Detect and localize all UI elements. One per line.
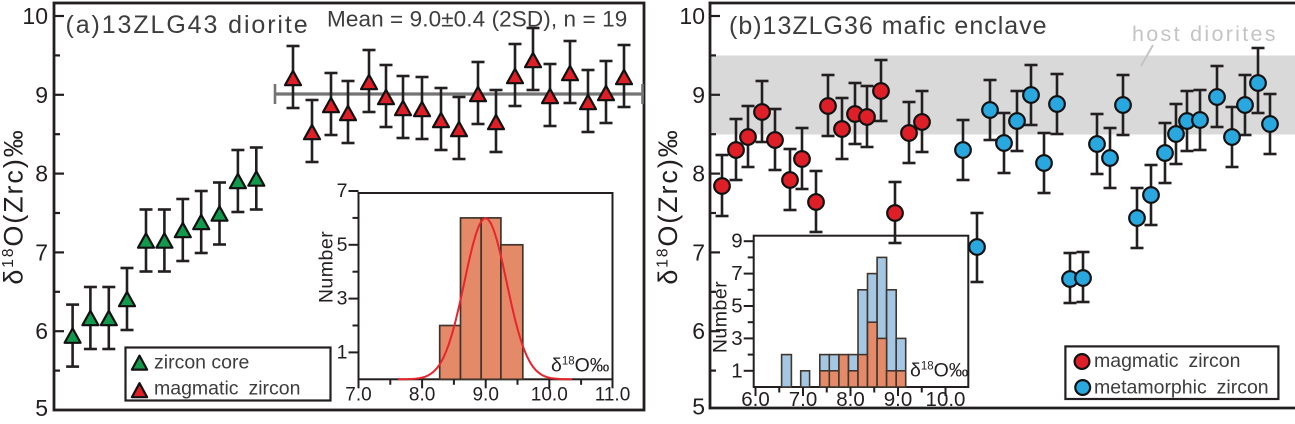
svg-text:9: 9 [35, 82, 48, 108]
svg-text:3: 3 [731, 327, 742, 350]
svg-text:5: 5 [35, 395, 48, 419]
svg-text:zircon core: zircon core [154, 351, 249, 373]
svg-text:6: 6 [692, 318, 705, 344]
svg-text:7: 7 [35, 239, 48, 265]
svg-text:(b)13ZLG36 mafic enclave: (b)13ZLG36 mafic enclave [729, 12, 1048, 40]
svg-text:9.0: 9.0 [884, 388, 913, 411]
svg-text:magmatic zircon: magmatic zircon [1094, 350, 1240, 372]
svg-text:6: 6 [35, 318, 48, 344]
svg-text:10.0: 10.0 [926, 388, 966, 411]
svg-text:8: 8 [35, 161, 48, 187]
svg-text:7.0: 7.0 [345, 385, 371, 406]
svg-text:host diorites: host diorites [1132, 22, 1278, 46]
svg-text:Number: Number [710, 281, 732, 353]
svg-text:δ18O(Zrc)‰: δ18O(Zrc)‰ [653, 128, 683, 284]
svg-text:Number: Number [316, 231, 338, 303]
svg-text:10.0: 10.0 [531, 385, 568, 406]
svg-text:7: 7 [692, 239, 705, 265]
svg-text:3: 3 [337, 288, 348, 310]
svg-text:1: 1 [337, 341, 348, 363]
svg-text:10: 10 [22, 3, 48, 29]
svg-text:5: 5 [692, 394, 705, 420]
svg-text:7: 7 [337, 180, 348, 202]
svg-text:5: 5 [731, 295, 742, 318]
svg-text:δ18O(Zrc)‰: δ18O(Zrc)‰ [0, 128, 29, 284]
svg-text:Mean = 9.0±0.4 (2SD), n = 19: Mean = 9.0±0.4 (2SD), n = 19 [327, 7, 627, 32]
svg-text:1: 1 [731, 359, 742, 382]
svg-text:11.0: 11.0 [595, 385, 631, 406]
svg-text:(a)13ZLG43 diorite: (a)13ZLG43 diorite [66, 11, 310, 39]
svg-text:metamorphic zircon: metamorphic zircon [1094, 377, 1269, 399]
svg-text:δ18O‰: δ18O‰ [551, 355, 609, 377]
svg-text:9: 9 [731, 230, 742, 253]
svg-text:7.0: 7.0 [789, 388, 818, 411]
svg-text:8.0: 8.0 [409, 385, 435, 406]
svg-text:9.0: 9.0 [472, 385, 498, 406]
svg-text:6.0: 6.0 [741, 388, 770, 411]
svg-text:9: 9 [692, 82, 705, 108]
svg-text:10: 10 [679, 3, 705, 29]
svg-text:8: 8 [692, 161, 705, 187]
svg-text:8.0: 8.0 [836, 388, 865, 411]
svg-text:5: 5 [337, 234, 348, 256]
svg-text:δ18O‰: δ18O‰ [910, 360, 968, 382]
svg-text:7: 7 [731, 262, 742, 285]
svg-text:magmatic zircon: magmatic zircon [154, 378, 300, 400]
